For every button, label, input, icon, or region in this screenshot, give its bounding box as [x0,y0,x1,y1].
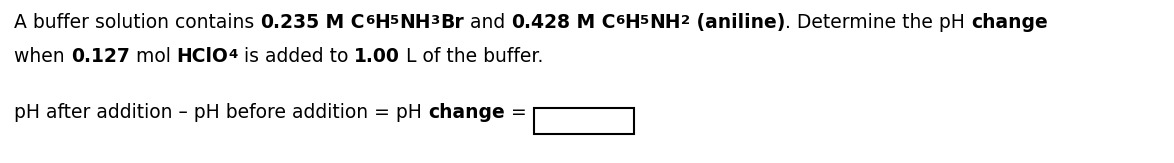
Text: (aniline): (aniline) [690,13,785,32]
Text: NH: NH [399,13,431,32]
Text: pH after addition – pH before addition = pH: pH after addition – pH before addition =… [14,103,427,122]
Text: =: = [505,103,532,122]
Text: 1.00: 1.00 [353,47,400,66]
Text: 3: 3 [431,14,440,27]
Text: H: H [625,13,640,32]
Text: M C: M C [569,13,615,32]
Text: 6: 6 [365,14,375,27]
Text: A buffer solution contains: A buffer solution contains [14,13,261,32]
Text: H: H [375,13,390,32]
Text: 2: 2 [681,14,690,27]
Text: 0.127: 0.127 [70,47,129,66]
Text: L of the buffer.: L of the buffer. [400,47,544,66]
Text: NH: NH [649,13,681,32]
Text: change: change [971,13,1048,32]
Text: M C: M C [319,13,365,32]
Text: 5: 5 [390,14,399,27]
Text: . Determine the pH: . Determine the pH [785,13,971,32]
Text: is added to: is added to [237,47,353,66]
Text: 0.428: 0.428 [511,13,569,32]
Text: 6: 6 [615,14,625,27]
Text: 4: 4 [228,48,237,61]
Text: mol: mol [129,47,176,66]
Text: when: when [14,47,70,66]
Text: 0.235: 0.235 [261,13,319,32]
Text: 5: 5 [640,14,649,27]
Text: change: change [427,103,505,122]
Text: Br: Br [440,13,464,32]
Text: HClO: HClO [176,47,228,66]
Text: and: and [464,13,511,32]
